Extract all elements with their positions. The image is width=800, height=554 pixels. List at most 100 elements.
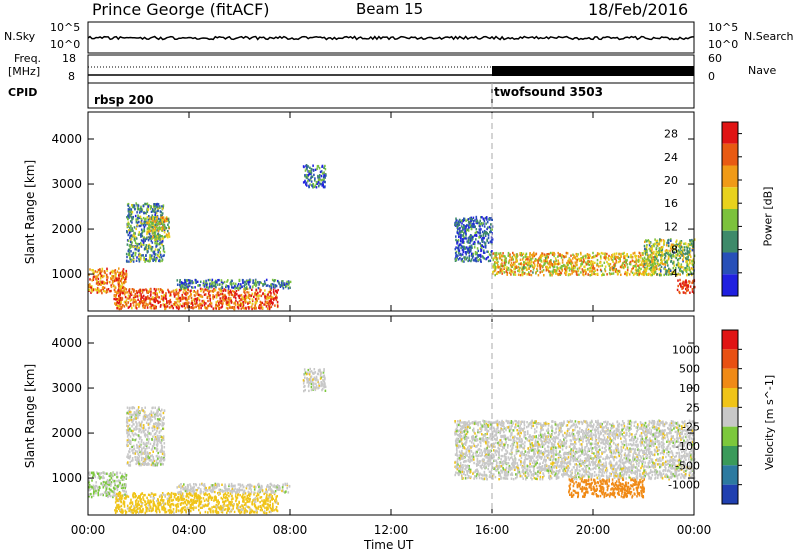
echo-cell — [557, 255, 559, 258]
echo-cell — [539, 267, 542, 271]
echo-cell — [685, 257, 687, 260]
echo-cell — [157, 461, 160, 465]
echo-cell — [156, 238, 158, 241]
echo-cell — [101, 267, 104, 271]
echo-cell — [103, 274, 105, 278]
echo-cell — [555, 262, 557, 265]
echo-cell — [228, 304, 231, 307]
echo-cell — [512, 251, 514, 255]
echo-cell — [179, 303, 181, 306]
echo-cell — [471, 236, 474, 239]
echo-cell — [546, 253, 548, 256]
echo-cell — [669, 269, 672, 272]
echo-cell — [482, 230, 484, 234]
echo-cell — [466, 247, 469, 250]
echo-cell — [187, 291, 189, 295]
echo-cell — [474, 257, 477, 260]
echo-cell — [670, 260, 672, 263]
echo-cell — [141, 243, 143, 247]
echo-cell — [689, 291, 691, 294]
echo-cell — [106, 276, 109, 279]
echo-cell — [145, 457, 148, 461]
echo-cell — [134, 254, 137, 257]
echo-cell — [152, 464, 155, 467]
echo-cell — [689, 258, 691, 262]
echo-cell — [97, 283, 99, 286]
echo-cell — [470, 219, 472, 222]
echo-cell — [153, 203, 155, 206]
echo-cell — [244, 495, 246, 499]
echo-cell — [213, 289, 216, 292]
echo-cell — [465, 227, 467, 231]
echo-cell — [635, 269, 638, 272]
echo-cell — [164, 235, 166, 238]
echo-cell — [253, 283, 256, 286]
echo-cell — [637, 264, 639, 267]
echo-cell — [145, 443, 147, 446]
echo-cell — [472, 259, 475, 262]
echo-cell — [142, 243, 145, 246]
echo-cell — [144, 238, 147, 241]
echo-cell — [245, 295, 248, 299]
echo-cell — [99, 277, 102, 280]
echo-cell — [264, 295, 266, 298]
echo-cell — [128, 229, 130, 232]
echo-cell — [244, 294, 247, 297]
echo-cell — [148, 259, 151, 263]
echo-cell — [129, 229, 131, 233]
echo-cell — [196, 298, 198, 302]
echo-cell — [463, 256, 465, 259]
echo-cell — [130, 302, 132, 306]
echo-cell — [537, 274, 540, 277]
echo-cell — [140, 295, 143, 298]
echo-cell — [690, 272, 693, 275]
echo-cell — [151, 222, 153, 225]
echo-cell — [142, 457, 145, 460]
echo-cell — [226, 300, 229, 303]
echo-cell — [148, 414, 150, 417]
echo-cell — [626, 263, 628, 266]
echo-cell — [242, 500, 244, 503]
echo-cell — [141, 234, 144, 238]
echo-cell — [680, 263, 683, 266]
echo-cell — [534, 253, 537, 256]
echo-cell — [254, 301, 257, 304]
echo-cell — [158, 418, 161, 421]
echo-cell — [147, 290, 149, 293]
echo-cell — [511, 257, 513, 260]
echo-cell — [179, 280, 181, 284]
echo-cell — [140, 289, 142, 293]
echo-cell — [166, 236, 169, 239]
echo-cell — [685, 281, 688, 284]
echo-cell — [470, 234, 473, 237]
echo-cell — [96, 471, 98, 474]
echo-cell — [671, 271, 673, 274]
echo-cell — [180, 284, 183, 287]
echo-cell — [649, 273, 652, 276]
echo-cell — [152, 462, 154, 465]
echo-cell — [274, 304, 276, 307]
echo-cell — [133, 289, 135, 292]
echo-cell — [149, 416, 152, 419]
echo-cell — [151, 415, 154, 418]
echo-cell — [559, 266, 562, 269]
echo-cell — [550, 270, 552, 273]
echo-cell — [143, 300, 146, 303]
echo-cell — [123, 493, 125, 497]
echo-cell — [672, 262, 674, 265]
echo-cell — [635, 271, 638, 275]
echo-cell — [127, 214, 130, 217]
echo-cell — [615, 259, 618, 262]
echo-cell — [223, 295, 225, 298]
echo-cell — [654, 262, 657, 266]
echo-cell — [155, 218, 158, 221]
echo-cell — [518, 269, 521, 273]
echo-cell — [492, 272, 494, 275]
echo-cell — [90, 291, 92, 294]
echo-cell — [481, 238, 483, 241]
echo-cell — [151, 298, 153, 301]
echo-cell — [195, 300, 198, 303]
echo-cell — [244, 288, 246, 292]
echo-cell — [115, 486, 117, 489]
echo-cell — [584, 272, 587, 276]
